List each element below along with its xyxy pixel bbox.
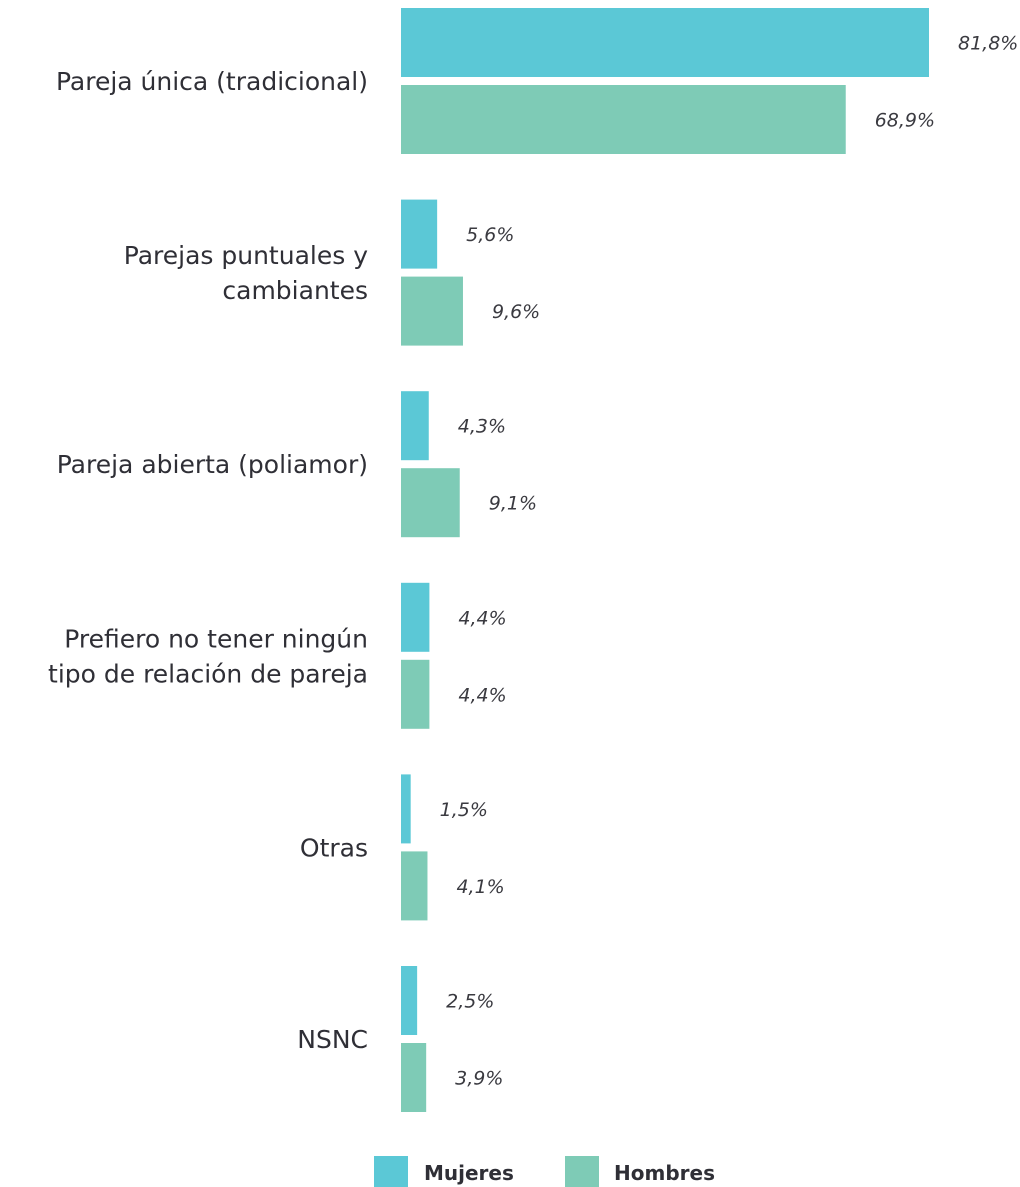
category-label: Pareja única (tradicional): [56, 67, 368, 96]
value-label-hombres: 3,9%: [455, 1068, 503, 1090]
legend: Mujeres Hombres: [374, 1156, 715, 1187]
category-label: Prefiero no tener ningún: [64, 624, 368, 653]
bar-hombres: [401, 276, 463, 346]
bar-mujeres: [401, 199, 438, 269]
legend-label-mujeres: Mujeres: [424, 1161, 514, 1185]
category-label: tipo de relación de pareja: [48, 659, 368, 688]
bar-mujeres: [401, 8, 929, 77]
value-label-mujeres: 4,3%: [458, 416, 506, 438]
value-label-hombres: 9,1%: [489, 493, 537, 515]
value-label-mujeres: 4,4%: [458, 607, 506, 629]
value-label-hombres: 4,4%: [458, 684, 506, 706]
value-labels: 81,8% 68,9% 5,6% 9,6% 4,3% 9,1% 4,4% 4,4% 1,5% 4,…: [440, 33, 1019, 1090]
bar-mujeres: [401, 391, 429, 461]
category-labels: Pareja única (tradicional) Parejas puntua…: [48, 67, 368, 1054]
category-label: NSNC: [297, 1025, 368, 1054]
value-label-mujeres: 2,5%: [446, 991, 494, 1013]
bars: [401, 8, 929, 1112]
bar-hombres: [401, 851, 428, 921]
bar-hombres: [401, 85, 846, 154]
value-label-hombres: 68,9%: [875, 110, 935, 132]
value-label-hombres: 4,1%: [456, 876, 504, 898]
value-label-hombres: 9,6%: [492, 301, 540, 323]
legend-swatch-hombres: [565, 1156, 599, 1187]
bar-mujeres: [401, 774, 411, 844]
value-label-mujeres: 81,8%: [958, 33, 1018, 55]
category-label: Parejas puntuales y: [124, 241, 368, 270]
bar-mujeres: [401, 966, 418, 1035]
category-label: Otras: [300, 833, 368, 862]
bar-hombres: [401, 1043, 427, 1112]
value-label-mujeres: 5,6%: [466, 224, 514, 246]
bar-mujeres: [401, 582, 430, 652]
legend-swatch-mujeres: [374, 1156, 408, 1187]
value-label-mujeres: 1,5%: [440, 799, 488, 821]
category-label: Pareja abierta (poliamor): [57, 450, 368, 479]
category-label: cambiantes: [222, 276, 368, 305]
bar-hombres: [401, 659, 430, 729]
bar-hombres: [401, 468, 460, 538]
legend-label-hombres: Hombres: [614, 1161, 715, 1185]
